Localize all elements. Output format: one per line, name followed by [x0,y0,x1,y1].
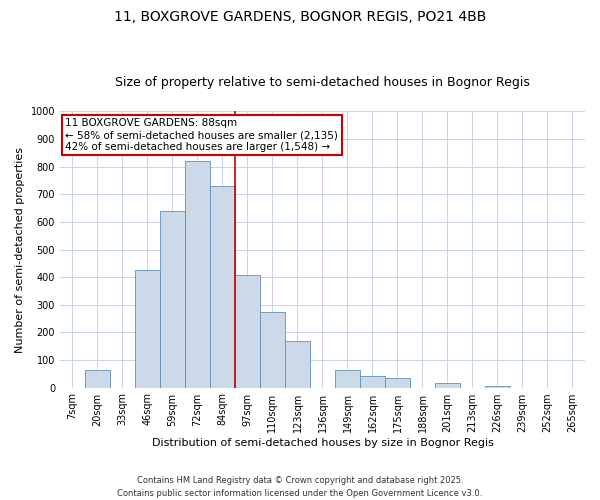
Bar [435,384,460,388]
Bar [385,378,410,388]
Bar [135,270,160,388]
Bar [185,161,210,388]
Bar [210,186,235,388]
Bar [335,370,360,388]
Text: Contains HM Land Registry data © Crown copyright and database right 2025.
Contai: Contains HM Land Registry data © Crown c… [118,476,482,498]
Bar [160,212,185,388]
Text: 11, BOXGROVE GARDENS, BOGNOR REGIS, PO21 4BB: 11, BOXGROVE GARDENS, BOGNOR REGIS, PO21… [114,10,486,24]
Bar [260,312,285,388]
Title: Size of property relative to semi-detached houses in Bognor Regis: Size of property relative to semi-detach… [115,76,530,90]
Bar [485,386,510,388]
Text: 11 BOXGROVE GARDENS: 88sqm
← 58% of semi-detached houses are smaller (2,135)
42%: 11 BOXGROVE GARDENS: 88sqm ← 58% of semi… [65,118,338,152]
Bar [235,275,260,388]
Y-axis label: Number of semi-detached properties: Number of semi-detached properties [15,146,25,352]
Bar [360,376,385,388]
Bar [285,340,310,388]
X-axis label: Distribution of semi-detached houses by size in Bognor Regis: Distribution of semi-detached houses by … [152,438,493,448]
Bar [85,370,110,388]
